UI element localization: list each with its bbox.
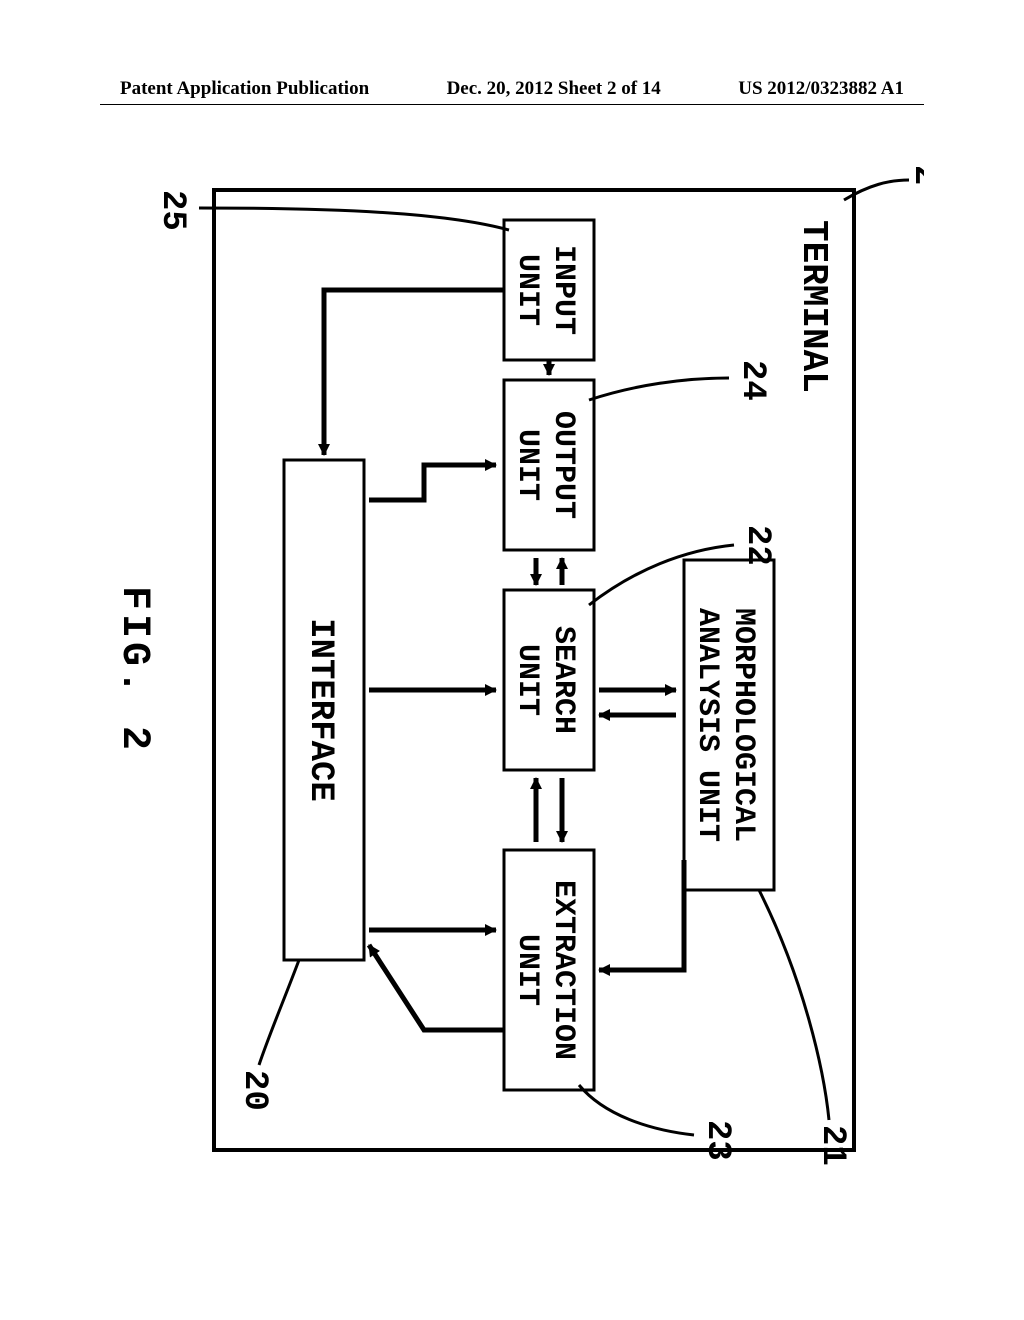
page-header: Patent Application Publication Dec. 20, … bbox=[0, 78, 1024, 100]
ref-25: 25 bbox=[153, 190, 191, 231]
lead-24 bbox=[589, 378, 729, 400]
lead-23 bbox=[579, 1085, 694, 1135]
ref-24: 24 bbox=[733, 360, 771, 401]
morph-line2: ANALYSIS UNIT bbox=[690, 608, 724, 842]
figure-caption: FIG. 2 bbox=[111, 586, 156, 754]
header-center: Dec. 20, 2012 Sheet 2 of 14 bbox=[447, 78, 661, 100]
page: Patent Application Publication Dec. 20, … bbox=[0, 0, 1024, 1320]
extract-line2: UNIT bbox=[510, 934, 544, 1006]
figure-container: TERMINAL MORPHOLOGICAL ANALYSIS UNIT SEA… bbox=[100, 130, 924, 1210]
ref-20: 20 bbox=[235, 1070, 273, 1111]
input-line2: UNIT bbox=[510, 254, 544, 326]
ref-22: 22 bbox=[738, 525, 776, 566]
header-right: US 2012/0323882 A1 bbox=[738, 78, 904, 100]
search-line2: UNIT bbox=[510, 644, 544, 716]
search-line1: SEARCH bbox=[546, 626, 580, 734]
arrow-extract-to-if bbox=[369, 945, 504, 1030]
arrow-morph-to-extract bbox=[599, 860, 684, 970]
morph-line1: MORPHOLOGICAL bbox=[726, 608, 760, 842]
header-rule bbox=[100, 104, 924, 105]
header-left: Patent Application Publication bbox=[120, 78, 369, 100]
input-line1: INPUT bbox=[546, 245, 580, 335]
lead-25 bbox=[199, 208, 509, 230]
arrow-if-to-output bbox=[369, 465, 496, 500]
ref-23: 23 bbox=[698, 1120, 736, 1161]
terminal-label: TERMINAL bbox=[793, 220, 834, 393]
ref-21: 21 bbox=[813, 1125, 851, 1166]
output-line1: OUTPUT bbox=[546, 411, 580, 519]
lead-20 bbox=[259, 960, 299, 1065]
arrow-input-to-if bbox=[324, 290, 504, 455]
lead-21 bbox=[759, 890, 829, 1120]
extract-line1: EXTRACTION bbox=[546, 880, 580, 1060]
output-line2: UNIT bbox=[510, 429, 544, 501]
interface-label: INTERFACE bbox=[301, 618, 339, 802]
figure-svg: TERMINAL MORPHOLOGICAL ANALYSIS UNIT SEA… bbox=[100, 130, 924, 1210]
ref-2: 2 bbox=[905, 165, 924, 185]
